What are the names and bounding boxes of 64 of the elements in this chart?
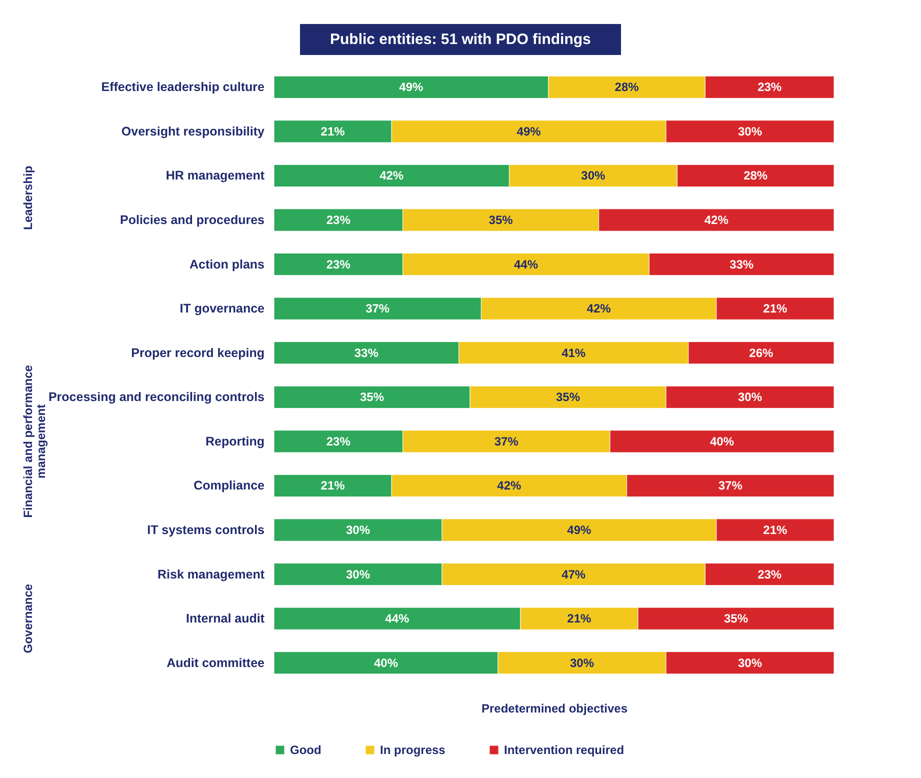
data-label: 42%	[704, 213, 729, 227]
y-tick-label: Compliance	[194, 478, 265, 493]
data-label: 49%	[516, 124, 542, 138]
data-label: 21%	[763, 523, 788, 537]
data-label: 28%	[744, 168, 768, 183]
data-label: 30%	[346, 523, 370, 537]
data-label: 37%	[718, 478, 743, 493]
y-tick-label: Internal audit	[186, 612, 266, 626]
legend-label: Good	[290, 743, 322, 757]
data-label: 47%	[562, 567, 586, 582]
legend-label: In progress	[380, 743, 446, 757]
y-tick-label: Proper record keeping	[131, 346, 264, 360]
data-label: 49%	[399, 80, 424, 94]
data-label: 21%	[320, 124, 346, 138]
data-label: 30%	[738, 390, 762, 404]
y-tick-label: Oversight responsibility	[121, 124, 265, 138]
data-label: 21%	[763, 302, 788, 316]
data-label: 30%	[581, 168, 606, 183]
text: Governance	[21, 584, 35, 654]
data-label: 21%	[567, 612, 592, 626]
data-label: 23%	[326, 434, 351, 448]
data-label: 35%	[556, 390, 580, 404]
data-label: 35%	[724, 612, 748, 626]
y-tick-label: Processing and reconciling controls	[48, 390, 265, 404]
data-label: 33%	[730, 257, 754, 272]
data-label: 35%	[488, 213, 514, 227]
y-tick-label: Action plans	[189, 257, 265, 272]
data-label: 40%	[374, 656, 398, 670]
data-label: 21%	[320, 478, 346, 493]
y-tick-label: IT governance	[180, 302, 265, 316]
chart-title: Public entities: 51 with PDO findings	[300, 24, 621, 55]
text: Financial and performance management	[21, 364, 48, 518]
data-label: 30%	[738, 656, 762, 670]
data-label: 37%	[366, 302, 390, 316]
data-label: 42%	[586, 302, 612, 316]
y-tick-label: Reporting	[205, 434, 264, 448]
y-tick-label: HR management	[166, 168, 266, 183]
data-label: 28%	[614, 80, 640, 94]
data-label: 33%	[354, 346, 379, 360]
y-tick-label: IT systems controls	[147, 523, 265, 537]
x-axis-title: Predetermined objectives	[481, 702, 628, 716]
legend-label: Intervention required	[504, 743, 624, 757]
y-tick-label: Risk management	[158, 567, 266, 582]
data-label: 44%	[385, 612, 410, 626]
data-label: 42%	[380, 168, 404, 183]
data-label: 30%	[346, 567, 370, 582]
data-label: 26%	[749, 346, 774, 360]
text: Leadership	[21, 166, 35, 230]
data-label: 42%	[497, 478, 522, 493]
data-label: 30%	[738, 124, 762, 138]
data-label: 35%	[360, 390, 384, 404]
data-label: 37%	[494, 434, 519, 448]
data-label: 30%	[570, 656, 594, 670]
data-label: 40%	[710, 434, 734, 448]
data-label: 23%	[326, 257, 351, 272]
data-label: 23%	[758, 80, 782, 94]
y-tick-label: Effective leadership culture	[101, 80, 265, 94]
y-tick-label: Policies and procedures	[120, 213, 265, 227]
data-label: 23%	[326, 213, 351, 227]
data-label: 49%	[567, 523, 592, 537]
y-tick-label: Audit committee	[166, 656, 265, 670]
data-label: 23%	[758, 567, 782, 582]
data-label: 41%	[562, 346, 586, 360]
data-label: 44%	[514, 257, 538, 272]
